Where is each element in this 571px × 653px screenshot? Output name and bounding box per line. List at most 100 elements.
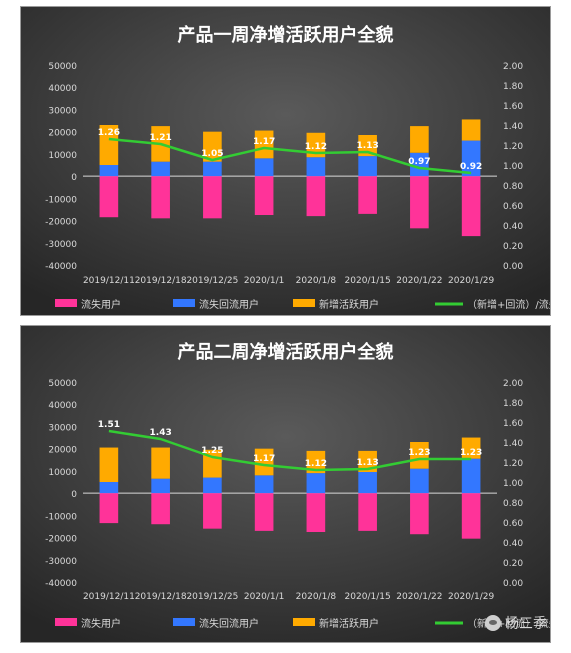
legend-swatch [293,299,315,307]
bar-new-active-users [461,119,481,141]
legend-label: 流失回流用户 [199,617,259,630]
right-axis-tick-label: 1.60 [503,102,523,112]
x-axis-tick-label: 2020/1/29 [448,592,494,602]
right-axis-tick-label: 1.60 [503,419,523,429]
left-axis-tick-label: 20000 [48,446,77,456]
bar-churned-users [358,493,377,531]
bar-churned-users [306,493,326,532]
bar-returned-users [254,158,274,177]
left-axis-tick-label: 20000 [48,129,77,139]
right-axis-tick-label: 0.00 [503,262,523,272]
bar-new-active-users [306,132,326,158]
bar-returned-users [306,157,326,177]
x-axis-tick-label: 2019/12/11 [83,592,135,602]
bar-churned-users [99,176,119,218]
x-axis-tick-label: 2020/1/22 [396,592,442,602]
left-axis-tick-label: -40000 [45,579,77,589]
right-axis-tick-label: 1.00 [503,162,523,172]
ratio-data-label: 1.17 [253,137,275,147]
bar-churned-users [203,176,222,219]
bar-returned-users [358,472,377,494]
legend-label: 流失用户 [81,617,121,630]
chart-product-1: 产品一周净增活跃用户全貌 50000 40000 30000 20000 10000 0 -1… [21,7,550,315]
watermark: 杨三季 [485,613,547,633]
bar-returned-users [99,482,119,494]
right-axis-tick-label: 1.20 [503,459,523,469]
legend-swatch [173,618,195,626]
x-axis-tick-label: 2019/12/11 [83,276,135,286]
bar-new-active-users [461,437,481,459]
right-axis-tick-label: 2.00 [503,379,523,389]
ratio-line [108,429,472,472]
right-axis-tick-label: 0.20 [503,559,523,569]
legend-label: 流失回流用户 [199,298,259,311]
legend-swatch [173,299,195,307]
x-axis-tick-label: 2020/1/1 [244,592,284,602]
bar-new-active-users [410,126,429,153]
legend-label: （新增+回流）/流失 [467,298,550,311]
bar-churned-users [306,176,326,217]
right-axis-tick-label: 0.80 [503,182,523,192]
ratio-data-label: 1.13 [357,141,379,151]
bar-churned-users [151,176,170,219]
ratio-data-label: 1.23 [460,448,482,458]
bar-returned-users [203,477,222,494]
ratio-line [108,137,472,175]
legend-label: 新增活跃用户 [319,617,379,630]
right-axis-tick-label: 2.00 [503,62,523,72]
wechat-icon [485,615,501,631]
bar-returned-users [461,458,481,494]
bar-churned-users [461,493,481,539]
left-axis-tick-label: -20000 [45,218,77,228]
ratio-data-label: 1.05 [201,149,223,159]
right-axis-tick-label: 0.80 [503,499,523,509]
left-axis-tick-label: 50000 [48,379,77,389]
bar-churned-users [410,176,429,229]
ratio-data-label: 1.13 [357,458,379,468]
bar-new-active-users [358,450,377,472]
ratio-data-label: 1.51 [98,420,120,430]
left-axis-tick-label: -20000 [45,535,77,545]
bar-churned-users [99,493,119,524]
ratio-data-label: 1.23 [408,448,430,458]
bar-returned-users [358,156,377,177]
x-axis-tick-label: 2020/1/8 [296,592,337,602]
right-axis-tick-label: 0.60 [503,202,523,212]
left-axis-tick-label: -10000 [45,195,77,205]
x-axis-tick-label: 2020/1/15 [345,276,391,286]
chart-title: 产品二周净增活跃用户全貌 [178,341,394,363]
ratio-data-label: 1.26 [98,128,120,138]
bar-returned-users [151,478,170,494]
left-axis-tick-label: 30000 [48,106,77,116]
right-axis-tick-label: 0.40 [503,222,523,232]
chart-product-2: 产品二周净增活跃用户全貌 50000 40000 30000 20000 10000 0 -1… [21,326,550,642]
right-axis-tick-label: 1.20 [503,142,523,152]
bar-new-active-users [99,125,119,165]
left-axis-tick-label: 40000 [48,84,77,94]
right-axis-tick-label: 1.00 [503,479,523,489]
legend-swatch [55,299,77,307]
ratio-data-label: 1.25 [201,446,223,456]
bar-churned-users [461,176,481,237]
left-axis-tick-label: 0 [71,490,77,500]
bar-churned-users [410,493,429,535]
x-axis-tick-label: 2019/12/18 [135,592,187,602]
bar-new-active-users [306,450,326,474]
bar-returned-users [99,165,119,177]
x-axis-tick-label: 2020/1/15 [345,592,391,602]
ratio-data-label: 1.43 [150,428,172,438]
left-axis-tick-label: 40000 [48,401,77,411]
bar-churned-users [203,493,222,529]
bar-new-active-users [203,131,222,162]
watermark-text: 杨三季 [505,616,547,632]
x-axis-tick-label: 2020/1/1 [244,276,284,286]
right-axis-tick-label: 1.40 [503,439,523,449]
chart-title: 产品一周净增活跃用户全貌 [178,24,394,46]
x-axis-tick-label: 2020/1/29 [448,276,494,286]
bar-returned-users [151,161,170,177]
right-axis-tick-label: 0.00 [503,579,523,589]
x-axis-tick-label: 2019/12/18 [135,276,187,286]
left-axis-tick-label: -40000 [45,262,77,272]
right-axis-tick-label: 1.80 [503,399,523,409]
bar-returned-users [203,161,222,177]
